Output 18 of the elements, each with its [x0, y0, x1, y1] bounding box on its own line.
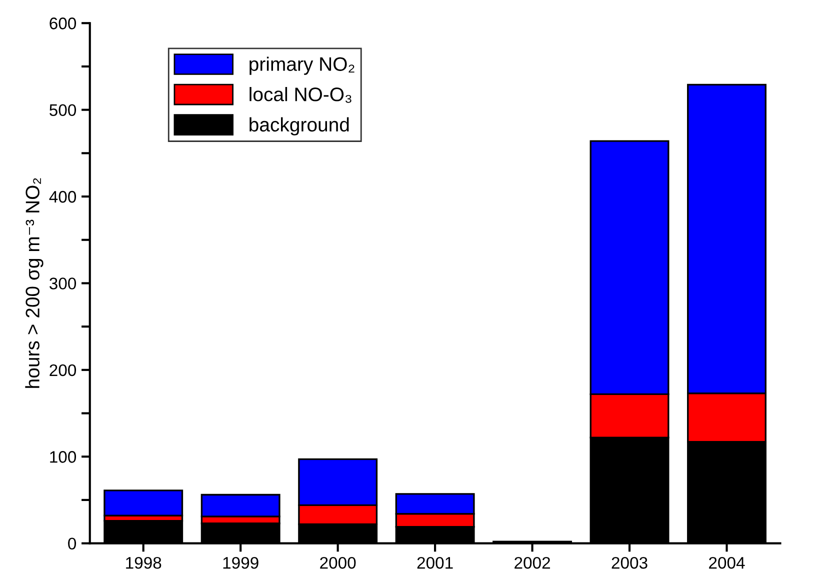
- x-tick-label: 2003: [612, 556, 648, 569]
- x-tick-label: 2002: [514, 556, 550, 569]
- x-tick-label: 2001: [417, 556, 453, 569]
- legend-label: primary NO₂: [250, 56, 354, 75]
- x-tick-label: 1999: [223, 556, 258, 569]
- y-tick-label: 300: [50, 278, 76, 290]
- legend-label: local NO-O₃: [250, 87, 352, 103]
- y-tick-label: 0: [68, 538, 76, 550]
- y-tick-label: 400: [49, 190, 76, 203]
- legend-label: background: [250, 117, 349, 136]
- y-tick-label: 100: [50, 451, 76, 463]
- x-tick-label: 2004: [709, 556, 745, 569]
- y-tick-label: 600: [50, 18, 76, 30]
- y-tick-label: 500: [50, 104, 76, 116]
- x-tick-label: 1998: [126, 556, 162, 569]
- x-tick-label: 2000: [320, 556, 356, 569]
- y-tick-label: 200: [50, 364, 76, 376]
- y-axis-title: hours > 200 σg m⁻³ NO₂: [25, 178, 44, 388]
